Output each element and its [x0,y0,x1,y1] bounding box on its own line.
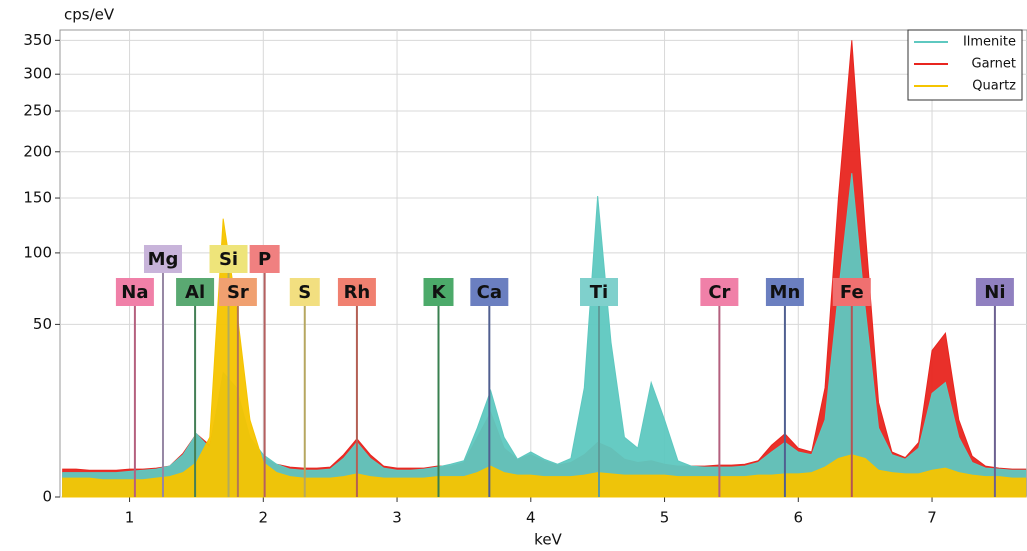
element-box [115,278,154,306]
x-tick-label: 7 [927,509,937,527]
x-tick-label: 5 [660,509,670,527]
y-tick-label: 350 [23,31,52,49]
y-tick-label: 100 [23,243,52,261]
element-box [289,278,320,306]
element-box [423,278,454,306]
element-box [470,278,509,306]
legend-label: Garnet [972,57,1017,72]
element-label: Rh [344,282,371,303]
element-label: P [258,249,271,270]
element-box [975,278,1014,306]
element-box [176,278,215,306]
element-label: Cr [708,282,730,303]
legend: Ilmenite Garnet Quartz [907,29,1023,101]
element-box [580,278,619,306]
element-label: Fe [840,282,864,303]
y-tick-label: 0 [42,488,52,506]
element-label: Mg [148,249,179,270]
y-tick-label: 150 [23,189,52,207]
element-label: Al [185,282,205,303]
element-box [765,278,804,306]
element-box [249,245,280,273]
element-box [209,245,248,273]
element-label: Ni [984,282,1005,303]
x-tick-label: 3 [392,509,402,527]
element-label: Si [219,249,238,270]
element-box [337,278,376,306]
element-box [218,278,257,306]
x-tick-label: 4 [526,509,536,527]
element-box [700,278,739,306]
plot [62,40,1027,498]
y-axis-title: cps/eV [64,6,115,24]
element-label: Mn [770,282,801,303]
x-tick-label: 2 [259,509,269,527]
legend-label: Ilmenite [963,35,1016,50]
x-tick-label: 6 [794,509,804,527]
element-label: S [298,282,311,303]
y-tick-label: 200 [23,142,52,160]
element-label: K [432,282,447,303]
element-box [143,245,182,273]
element-box [832,278,871,306]
legend-label: Quartz [972,79,1016,94]
spectrum-area [62,218,1027,498]
element-label: Ti [590,282,608,303]
y-tick-label: 250 [23,102,52,120]
element-label: Ca [477,282,502,303]
element-label: Na [121,282,148,303]
y-tick-label: 50 [33,315,52,333]
element-label: Sr [227,282,249,303]
y-tick-label: 300 [23,65,52,83]
x-tick-label: 1 [125,509,135,527]
x-axis-title: keV [534,531,562,549]
